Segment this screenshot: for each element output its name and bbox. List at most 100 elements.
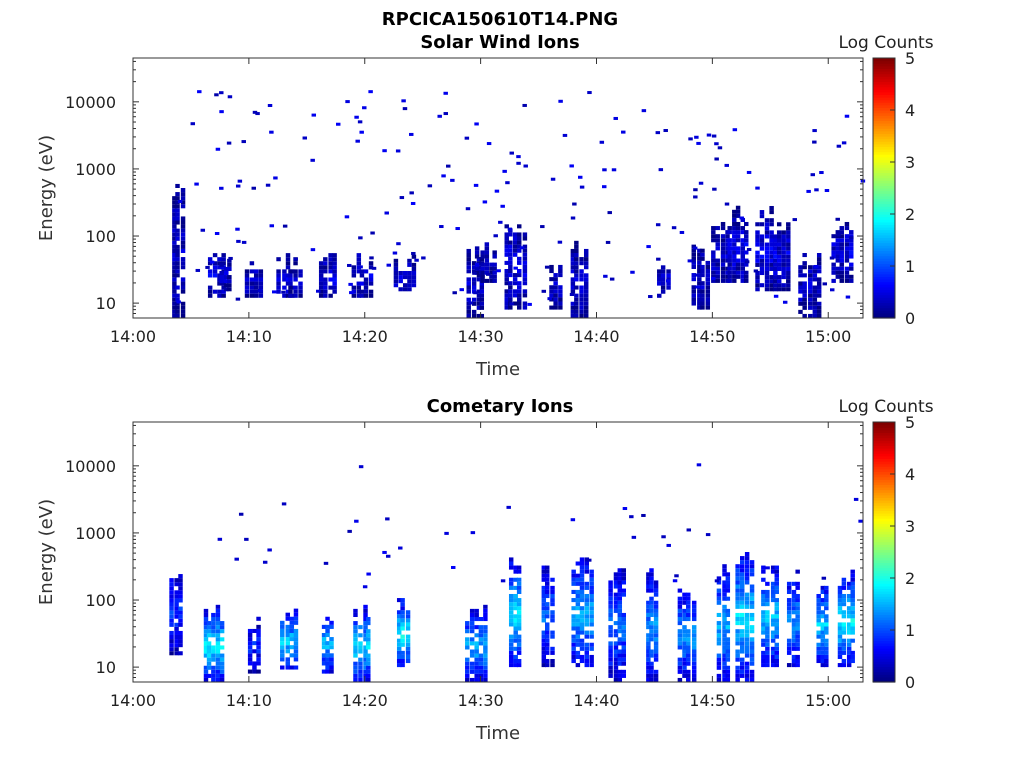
burst-cell [837,598,843,603]
burst-cell [174,598,179,603]
count-pixel [402,107,408,111]
count-pixel [688,137,693,141]
burst-cell [653,649,659,654]
burst-cell [722,617,727,622]
burst-cell [735,621,740,626]
count-pixel [252,110,258,114]
count-pixel [558,99,563,103]
burst-cell [837,654,843,659]
colorbar-segment [873,494,895,498]
scatter-counts [217,463,863,589]
count-pixel [414,258,419,262]
count-pixel [661,535,666,539]
burst-cell [812,293,818,298]
burst-cell [849,246,854,251]
burst-cell [617,617,623,622]
burst-cell [812,309,818,314]
burst-cell [646,584,651,589]
burst-cell [405,646,411,651]
burst-cell [776,250,782,255]
burst-cell [839,246,844,251]
burst-cell [282,285,287,290]
burst-cell [791,618,797,623]
burst-cell [247,653,253,658]
burst-cell [474,262,480,267]
burst-cell [169,606,174,611]
count-pixel [382,550,387,554]
burst-cell [841,646,847,651]
burst-cell [735,246,741,251]
burst-cell [471,277,477,282]
burst-cell [727,230,732,235]
burst-cell [617,657,623,662]
burst-cell [469,665,475,670]
burst-cell [608,625,613,630]
colorbar-segment [873,481,895,485]
burst-cell [206,621,212,626]
burst-cell [727,254,732,259]
burst-cell [516,646,522,651]
burst-cell [816,309,822,314]
colorbar-segment [873,203,895,207]
burst-cell [744,677,750,682]
burst-cell [206,665,212,670]
count-pixel [641,513,646,517]
count-pixel [691,259,696,263]
count-pixel [450,178,455,182]
burst-cell [755,270,760,276]
colorbar-segment [873,453,895,457]
colorbar-segment [873,500,895,504]
burst-cell [479,281,485,286]
burst-cell [579,561,585,566]
burst-cell [682,596,687,601]
burst-cell [677,657,683,662]
burst-cell [325,653,330,658]
burst-cell [575,654,581,659]
burst-cell [584,646,590,651]
burst-cell [359,269,365,274]
burst-cell [169,582,174,587]
count-pixel [411,251,416,255]
burst-cell [849,234,854,239]
burst-14 [657,265,671,298]
burst-cell [649,612,654,617]
colorbar-segment [873,312,895,316]
burst-cell [480,254,485,259]
burst-cell [677,645,683,650]
burst-cell [328,269,333,274]
burst-cell [169,610,174,615]
burst-cell [517,244,522,249]
burst-cell [396,614,402,619]
burst-cell [677,629,683,634]
count-pixel [362,585,368,589]
y-tick-label: 100 [85,227,116,246]
burst-cell [508,593,514,599]
burst-cell [769,238,774,243]
burst-cell [553,289,558,294]
burst-cell [252,661,257,666]
burst-cell [253,273,259,278]
burst-cell [332,277,337,282]
burst-cell [646,677,651,682]
burst-cell [363,673,368,678]
colorbar-segment [873,539,895,543]
burst-cell [816,253,822,258]
burst-cell [553,273,558,278]
burst-cell [715,274,720,279]
x-tick-label: 14:00 [110,327,156,346]
burst-cell [579,569,585,574]
burst-cell [740,629,745,634]
burst-cell [575,598,581,603]
burst-cell [841,602,847,607]
burst-cell [368,293,374,298]
burst-cell [755,279,760,284]
burst-cell [677,669,683,674]
burst-cell [508,240,513,245]
colorbar-segment [873,86,895,90]
burst-cell [841,638,847,643]
burst-cell [795,581,800,586]
burst-21 [831,221,854,283]
burst-cell [744,556,750,561]
burst-cell [653,592,659,597]
burst-cell [795,618,800,623]
